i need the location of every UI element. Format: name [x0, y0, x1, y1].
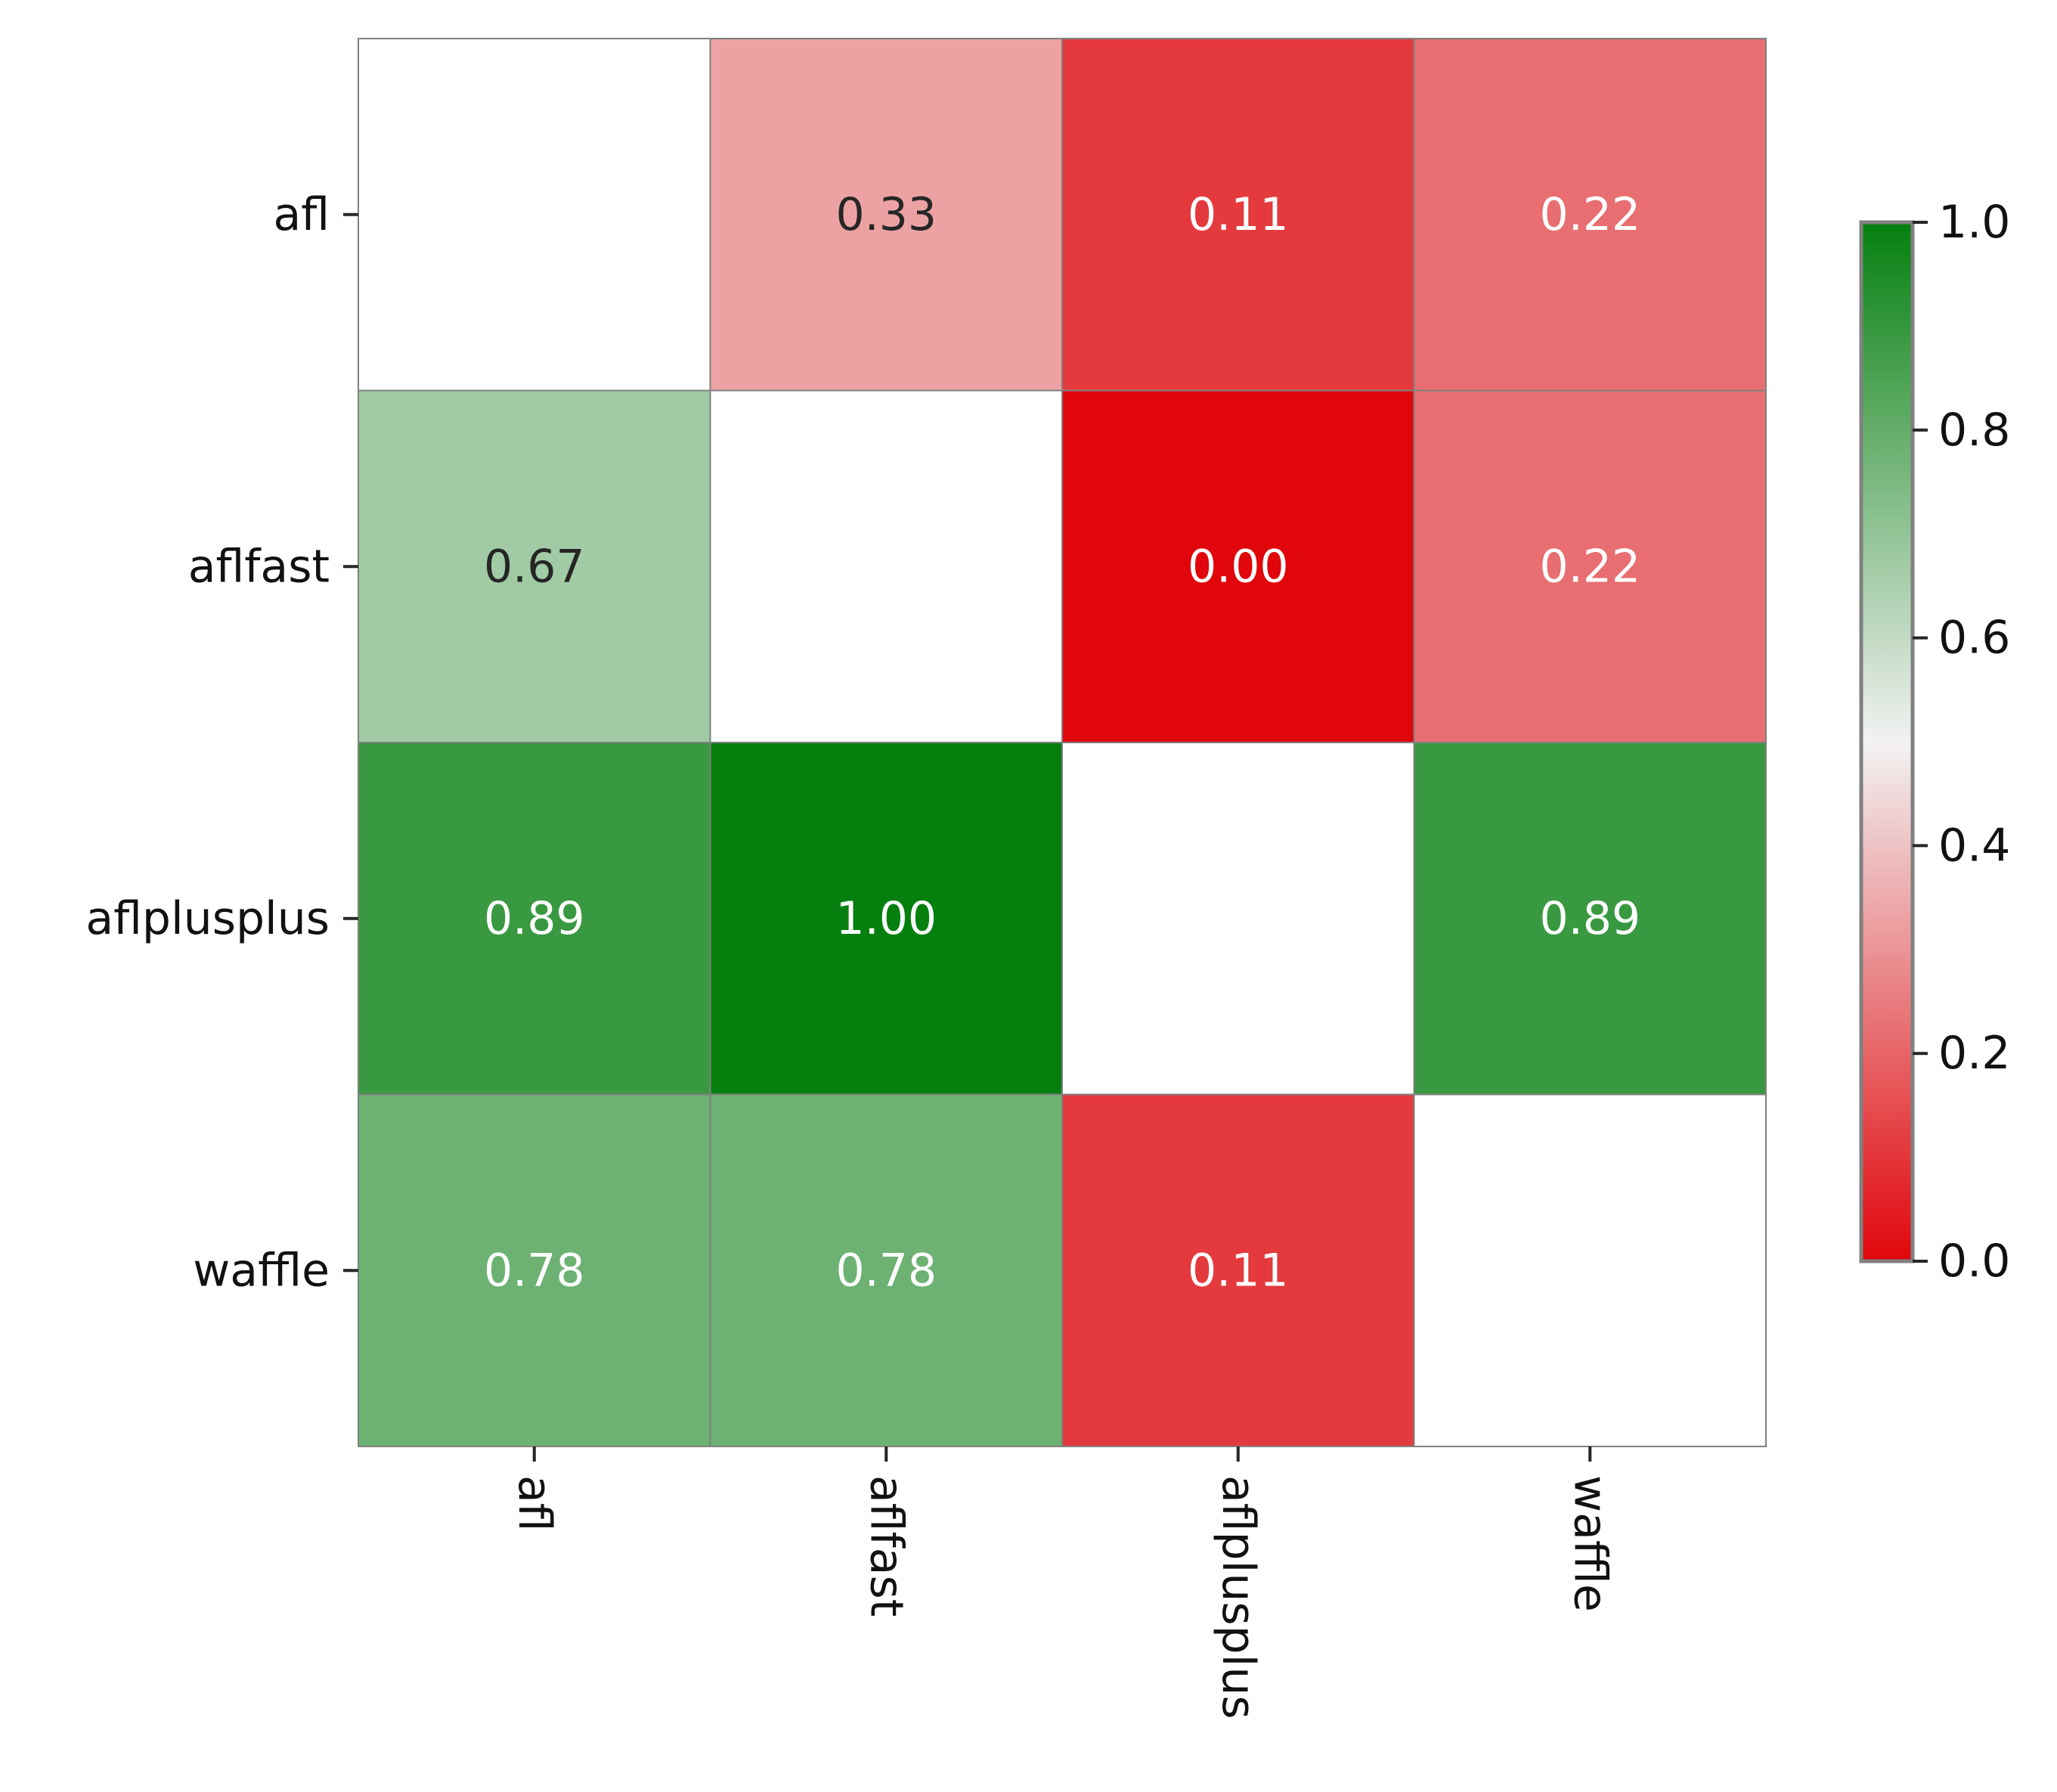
colorbar-tick-label: 0.6	[1938, 612, 2010, 665]
y-tick-label: aflfast	[188, 540, 330, 593]
cell-value-label: 0.22	[1539, 540, 1640, 593]
heatmap-cell-aflfast-aflplusplus	[1061, 389, 1415, 743]
heatmap-cell-afl-aflfast	[709, 38, 1063, 392]
heatmap-cell-aflfast-aflfast	[709, 389, 1063, 743]
x-tick-label: aflfast	[860, 1475, 912, 1617]
colorbar-tick-label: 0.0	[1938, 1235, 2010, 1288]
cell-value-label: 0.00	[1188, 540, 1289, 593]
colorbar-tick-label: 0.8	[1938, 404, 2010, 457]
heatmap-cell-afl-afl	[358, 38, 711, 392]
cell-value-label: 0.67	[484, 540, 585, 593]
y-axis: afl aflfast aflplusplus waffle	[85, 188, 358, 1297]
x-tick-label: afl	[508, 1475, 561, 1532]
y-tick-label: afl	[273, 188, 330, 241]
heatmap-cell-aflfast-waffle	[1413, 389, 1767, 743]
cell-value-label: 0.33	[835, 188, 937, 241]
heatmap-cell-waffle-aflplusplus	[1061, 1093, 1415, 1447]
heatmap-cell-aflfast-afl	[358, 389, 711, 743]
heatmap-cell-afl-waffle	[1413, 38, 1767, 392]
heatmap-cell-afl-aflplusplus	[1061, 38, 1415, 392]
colorbar-tick-label: 0.2	[1938, 1027, 2010, 1080]
heatmap-cell-aflplusplus-afl	[358, 742, 711, 1096]
cell-value-label: 0.89	[484, 892, 585, 945]
cell-value-label: 0.22	[1539, 188, 1640, 241]
colorbar-tick-label: 0.4	[1938, 819, 2010, 872]
heatmap-cell-waffle-aflfast	[709, 1093, 1063, 1447]
cell-value-label: 0.11	[1188, 188, 1289, 241]
heatmap-cell-aflplusplus-aflplusplus	[1061, 742, 1415, 1096]
y-tick-label: aflplusplus	[85, 892, 330, 945]
plot-area: 0.33 0.11 0.22 0.67 0.00 0.22 0.89 1.00 0.89 0.78…	[358, 38, 1767, 1447]
y-tick-label: waffle	[193, 1244, 330, 1297]
cell-value-label: 0.11	[1188, 1244, 1289, 1297]
cell-value-label: 1.00	[835, 892, 937, 945]
heatmap-cell-aflplusplus-waffle	[1413, 742, 1767, 1096]
cell-value-label: 0.78	[835, 1244, 937, 1297]
cell-value-label: 0.78	[484, 1244, 585, 1297]
heatmap-cell-waffle-waffle	[1413, 1093, 1767, 1447]
colorbar: 0.0 0.2 0.4 0.6 0.8 1.0	[1859, 196, 2010, 1288]
x-tick-label: aflplusplus	[1212, 1475, 1265, 1719]
colorbar-gradient	[1859, 220, 1915, 1263]
colorbar-tick-label: 1.0	[1938, 196, 2010, 249]
x-tick-label: waffle	[1563, 1475, 1616, 1612]
cell-value-label: 0.89	[1539, 892, 1640, 945]
x-axis: afl aflfast aflplusplus waffle	[508, 1446, 1616, 1719]
